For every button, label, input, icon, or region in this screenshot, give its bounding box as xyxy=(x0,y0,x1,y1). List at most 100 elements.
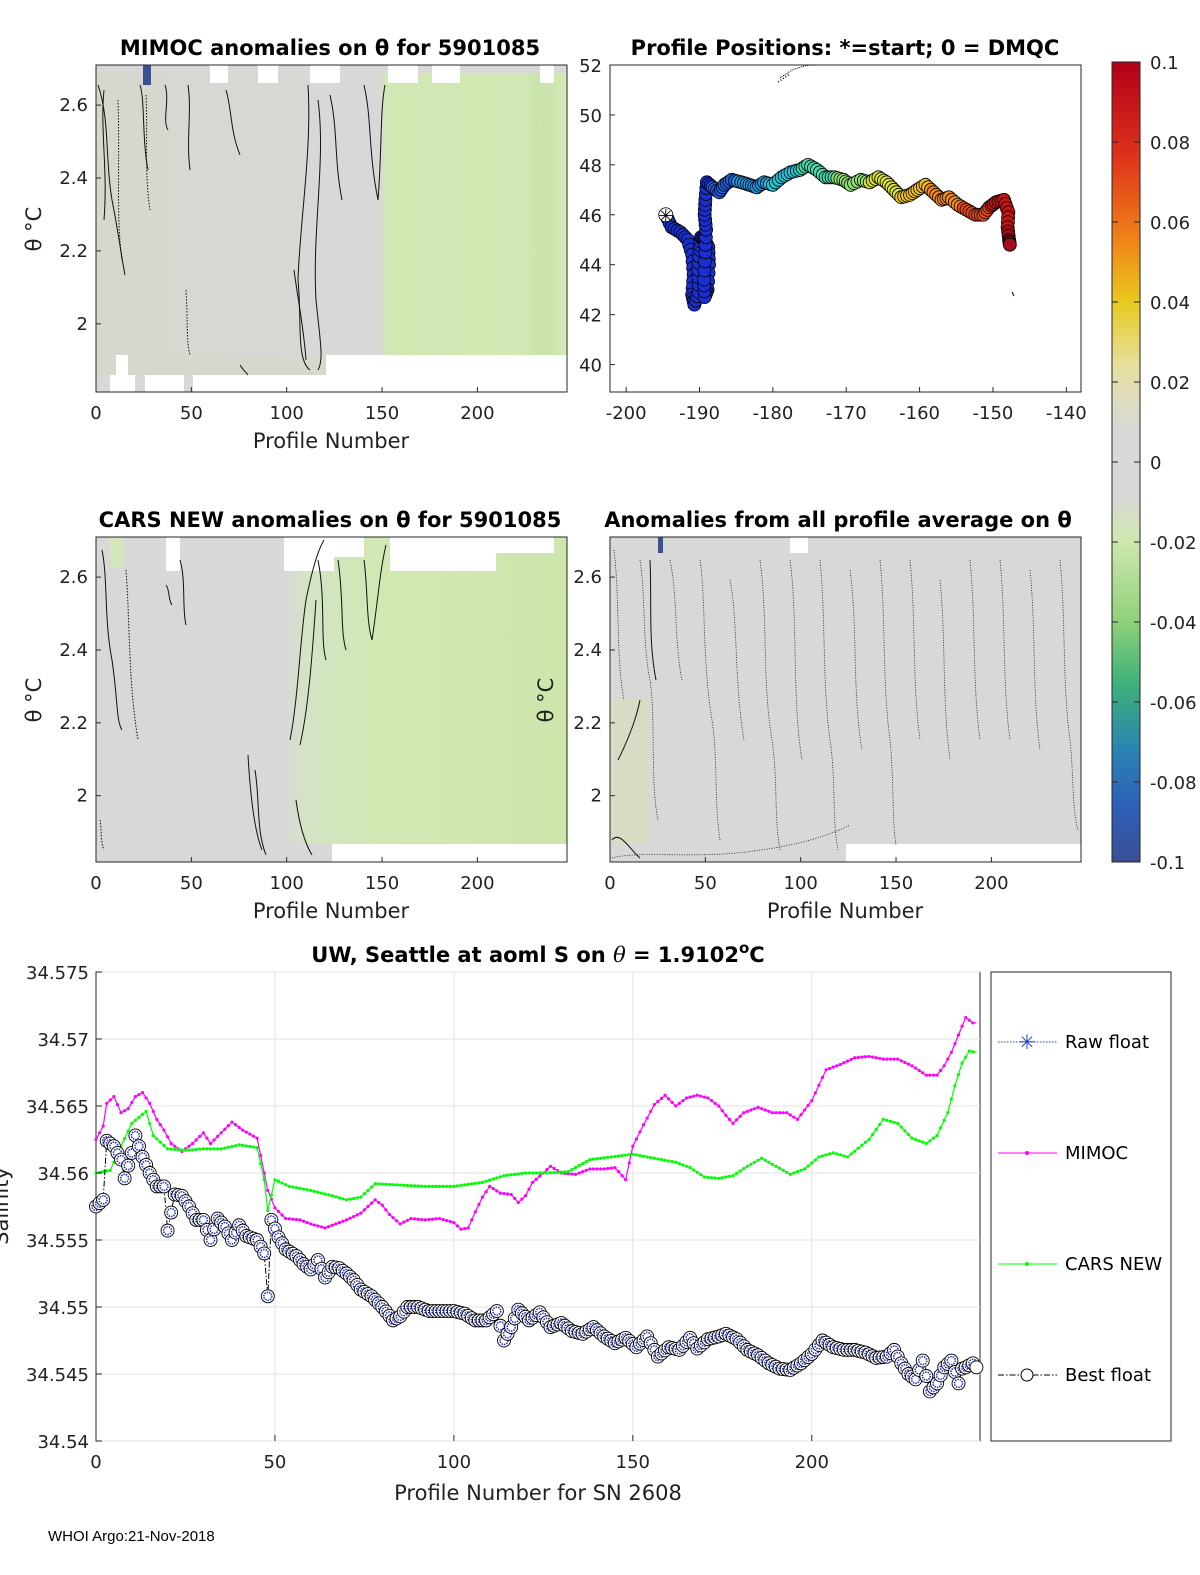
series-point xyxy=(835,1064,839,1068)
legend-cars-label: CARS NEW xyxy=(1065,1254,1162,1275)
series-point xyxy=(813,1158,817,1162)
series-point xyxy=(126,1129,130,1133)
raw-float-point xyxy=(262,1291,273,1302)
series-point xyxy=(896,1057,900,1061)
series-point xyxy=(369,1185,374,1189)
series-point xyxy=(792,1171,796,1175)
series-point xyxy=(534,1171,538,1175)
x-tick-label: 200 xyxy=(795,1452,829,1473)
series-point xyxy=(466,1182,470,1186)
avg-heatmap xyxy=(610,537,1081,844)
series-point xyxy=(878,1056,882,1061)
legend-mimoc-label: MIMOC xyxy=(1065,1143,1128,1164)
series-point xyxy=(523,1194,528,1198)
x-tick-label: 150 xyxy=(365,873,399,894)
series-point xyxy=(545,1171,549,1175)
series-point xyxy=(581,1170,585,1174)
series-point xyxy=(362,1192,367,1196)
series-point xyxy=(842,1154,846,1158)
series-point xyxy=(752,1107,757,1111)
series-point xyxy=(101,1170,105,1174)
series-point xyxy=(430,1184,435,1188)
avg-xlabel: Profile Number xyxy=(767,899,924,923)
series-point xyxy=(570,1168,574,1172)
series-point xyxy=(420,1217,424,1222)
series-point xyxy=(498,1175,503,1179)
series-point xyxy=(906,1062,911,1066)
series-point xyxy=(348,1216,352,1220)
series-point xyxy=(931,1136,936,1140)
legend-best-float: Best float xyxy=(998,1365,1151,1386)
series-point xyxy=(341,1197,345,1201)
y-tick-label: 2.4 xyxy=(573,640,602,661)
series-point xyxy=(770,1111,775,1115)
raw-float-point xyxy=(130,1130,141,1141)
series-point xyxy=(652,1156,656,1160)
y-tick-label: 34.555 xyxy=(26,1231,89,1252)
series-point xyxy=(477,1202,481,1207)
series-point xyxy=(756,1105,760,1109)
series-point xyxy=(452,1184,456,1188)
series-point xyxy=(291,1217,295,1221)
raw-float-point xyxy=(259,1248,270,1259)
series-point xyxy=(591,1167,596,1171)
series-point xyxy=(488,1184,492,1188)
series-point xyxy=(566,1170,571,1174)
series-point xyxy=(795,1117,800,1121)
series-point xyxy=(463,1227,467,1231)
series-point xyxy=(538,1171,542,1175)
series-point xyxy=(774,1164,778,1168)
series-point xyxy=(391,1216,395,1220)
series-point xyxy=(699,1094,703,1098)
raw-float-point xyxy=(917,1355,928,1366)
series-point xyxy=(191,1141,195,1146)
series-point xyxy=(137,1115,141,1119)
series-point xyxy=(251,1134,256,1138)
series-point xyxy=(316,1224,320,1228)
series-point xyxy=(151,1133,155,1138)
series-point xyxy=(817,1083,821,1087)
series-point xyxy=(631,1144,635,1148)
series-point xyxy=(956,1033,961,1037)
series-point xyxy=(327,1225,331,1229)
series-point xyxy=(319,1191,324,1195)
x-tick-label: -200 xyxy=(606,403,647,424)
series-point xyxy=(448,1184,452,1188)
series-point xyxy=(767,1109,771,1113)
salinity-legend: ✳ Raw float MIMOC CARS NEW Best float xyxy=(990,971,1172,1442)
series-point xyxy=(412,1184,417,1188)
series-point xyxy=(699,1173,703,1177)
series-point xyxy=(445,1218,449,1223)
salinity-title: UW, Seattle at aoml S on θ = 1.9102oC xyxy=(311,939,764,967)
series-point xyxy=(606,1166,610,1171)
series-point xyxy=(305,1188,309,1192)
series-point xyxy=(627,1153,631,1157)
series-point xyxy=(409,1216,413,1221)
salinity-title-a: UW, Seattle at aoml S on xyxy=(311,943,613,967)
raw-float-point xyxy=(126,1148,137,1158)
series-point xyxy=(956,1072,961,1077)
series-point xyxy=(251,1145,256,1149)
series-point xyxy=(556,1170,560,1174)
series-point xyxy=(917,1068,921,1073)
series-point xyxy=(824,1068,828,1072)
series-point xyxy=(387,1212,392,1217)
series-point xyxy=(917,1139,921,1143)
series-point xyxy=(312,1223,316,1227)
series-point xyxy=(155,1117,159,1121)
salinity-grid xyxy=(96,971,980,1442)
series-point xyxy=(724,1175,728,1179)
raw-float-point xyxy=(198,1215,209,1225)
series-point xyxy=(165,1147,170,1151)
series-point xyxy=(366,1204,370,1209)
x-tick-label: 0 xyxy=(90,873,101,894)
series-point xyxy=(745,1109,749,1113)
series-point xyxy=(330,1194,334,1198)
series-point xyxy=(577,1164,581,1168)
series-point xyxy=(788,1172,792,1176)
colorbar-tick-label: -0.06 xyxy=(1150,693,1197,714)
series-point xyxy=(309,1188,313,1193)
series-point xyxy=(638,1130,642,1134)
series-point xyxy=(273,1206,277,1210)
salinity-title-c: C xyxy=(749,943,764,967)
